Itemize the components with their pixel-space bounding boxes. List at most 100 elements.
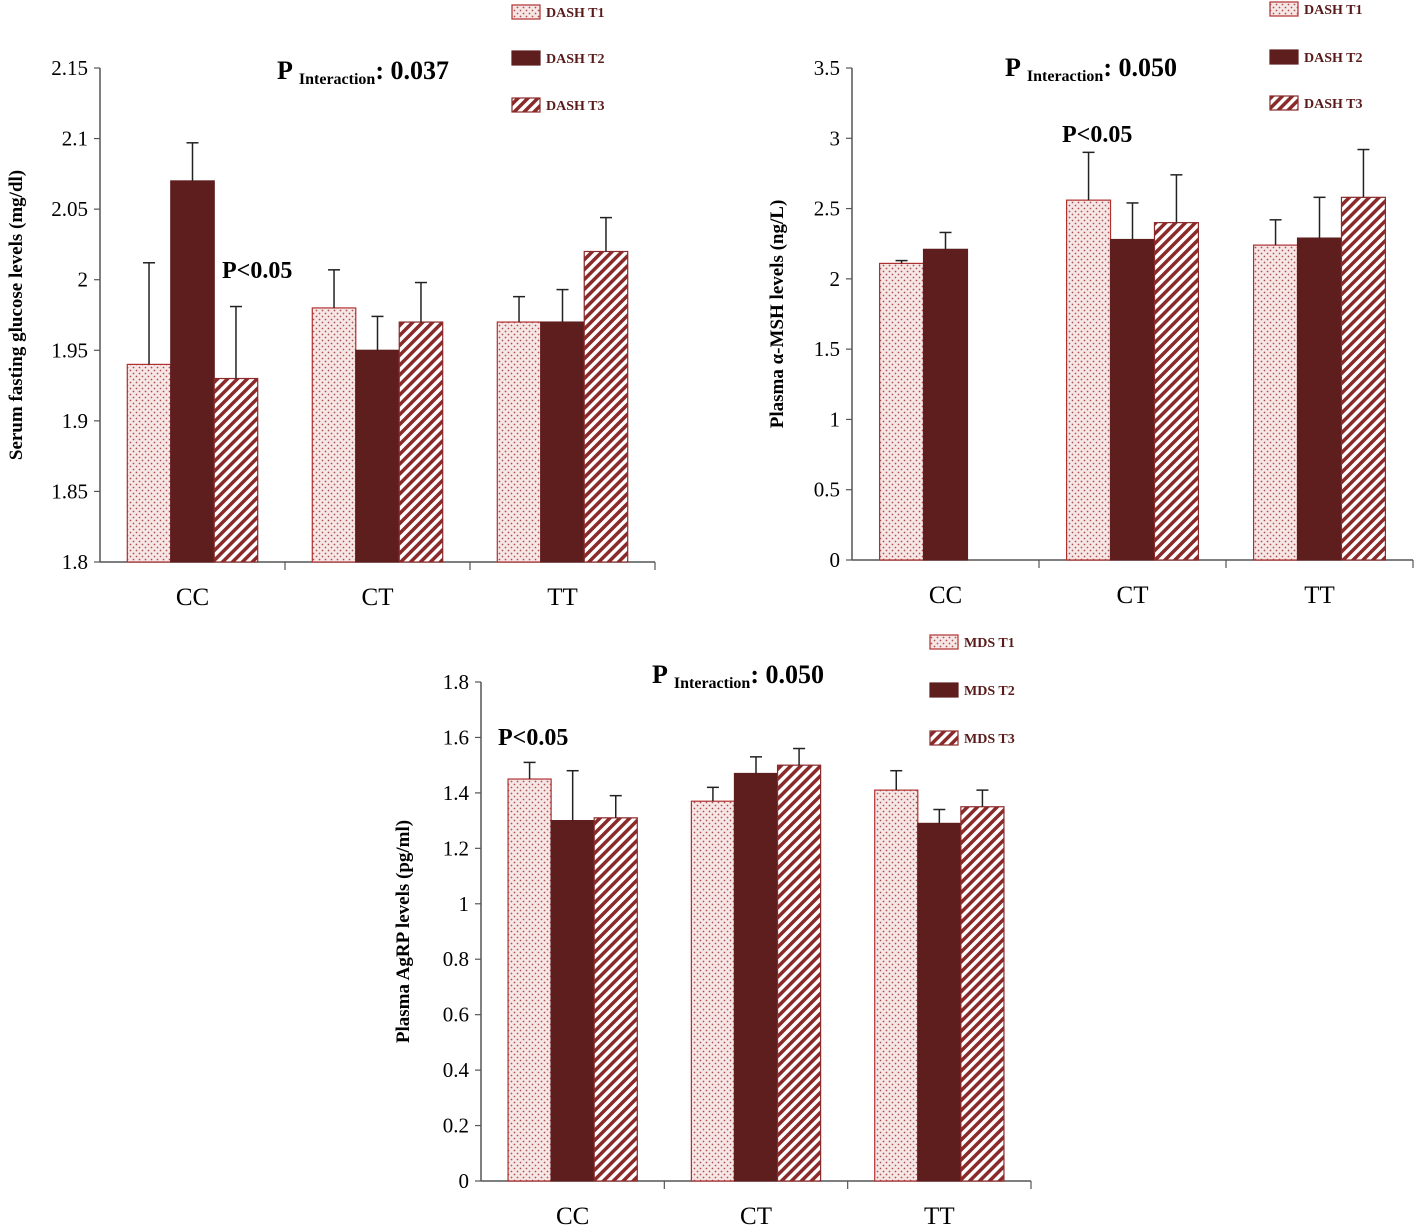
p-interaction-prefix: P <box>652 660 668 689</box>
y-tick-label: 1.9 <box>62 409 88 433</box>
bar-cc-t2 <box>550 820 595 1182</box>
y-tick-label: 1.5 <box>814 337 840 361</box>
legend-label-t2: DASH T2 <box>1304 51 1362 66</box>
legend-swatch-t2 <box>929 682 959 698</box>
x-category-label: TT <box>924 1203 955 1230</box>
p-interaction-prefix: P <box>1005 53 1021 82</box>
bar-tt-t2 <box>1296 237 1343 561</box>
significance-annotation: P<0.05 <box>222 258 292 284</box>
y-tick-label: 0.2 <box>443 1114 469 1138</box>
bar-tt-t2 <box>540 321 585 563</box>
bar-tt-t1 <box>874 789 919 1182</box>
y-tick-label: 2 <box>830 267 841 291</box>
y-tick-label: 2.5 <box>814 197 840 221</box>
legend-label-t2: MDS T2 <box>964 684 1015 699</box>
bar-ct-t1 <box>1065 199 1112 561</box>
p-interaction-sub: Interaction <box>1027 68 1104 85</box>
y-tick-label: 0.6 <box>443 1003 469 1027</box>
bar-tt-t3 <box>1340 196 1387 561</box>
y-tick-label: 0.4 <box>443 1058 470 1082</box>
p-interaction-value: : 0.050 <box>750 660 824 689</box>
significance-annotation: P<0.05 <box>1062 122 1132 148</box>
p-interaction-title: P Interaction: 0.050 <box>652 660 824 692</box>
bar-ct-t3 <box>776 764 822 1182</box>
p-interaction-title: P Interaction: 0.037 <box>277 56 449 88</box>
y-tick-label: 2 <box>78 268 89 292</box>
bar-ct-t3 <box>1153 222 1200 561</box>
bar-tt-t3 <box>583 250 629 563</box>
p-interaction-value: : 0.050 <box>1103 53 1177 82</box>
y-tick-label: 1.8 <box>62 550 88 574</box>
y-tick-label: 1.4 <box>443 781 470 805</box>
bar-cc-t2 <box>170 180 215 563</box>
p-interaction-title: P Interaction: 0.050 <box>1005 53 1177 85</box>
y-tick-label: 0.5 <box>814 478 840 502</box>
bar-cc-t1 <box>507 778 552 1182</box>
y-tick-label: 1 <box>830 407 841 431</box>
bar-tt-t2 <box>917 822 962 1182</box>
y-tick-label: 2.15 <box>51 56 88 80</box>
bar-cc-t3 <box>213 377 259 563</box>
legend-swatch-t3 <box>511 97 541 113</box>
legend-swatch-t3 <box>1269 95 1299 111</box>
bar-ct-t2 <box>733 772 779 1182</box>
y-axis-label: Serum fasting glucose levels (mg/dl) <box>6 170 27 460</box>
legend-label-t2: DASH T2 <box>546 52 604 67</box>
chart-3: 0 0.2 0.4 0.6 0.8 1 1.2 1.4 1.6 1.8 CC CT TT Plasma A… <box>393 634 1032 1230</box>
bar-ct-t2 <box>1109 238 1156 561</box>
y-tick-label: 2.1 <box>62 127 88 151</box>
legend-label-t1: DASH T1 <box>546 6 604 21</box>
legend-swatch-t2 <box>1269 49 1299 65</box>
legend-swatch-t1 <box>929 634 959 650</box>
x-category-label: TT <box>1304 582 1335 609</box>
y-tick-label: 1 <box>459 892 470 916</box>
legend-swatch-t2 <box>511 50 541 66</box>
x-category-label: TT <box>547 584 578 611</box>
bar-cc-t1 <box>878 262 925 561</box>
legend-label-t3: DASH T3 <box>1304 97 1362 112</box>
bar-tt-t1 <box>496 321 542 563</box>
bar-ct-t1 <box>311 307 357 563</box>
x-category-label: CC <box>556 1203 589 1230</box>
y-tick-label: 1.85 <box>51 479 88 503</box>
bar-cc-t2 <box>922 248 969 561</box>
legend-swatch-t1 <box>1269 1 1299 17</box>
chart-2: 0 0.5 1 1.5 2 2.5 3 3.5 CC CT TT Plasma α-MSH level… <box>767 1 1414 609</box>
x-category-label: CT <box>740 1203 772 1230</box>
bar-tt-t1 <box>1252 244 1299 561</box>
y-tick-label: 0 <box>830 548 841 572</box>
legend-label-t3: DASH T3 <box>546 99 604 114</box>
y-tick-label: 0 <box>459 1169 470 1193</box>
x-category-label: CC <box>929 582 962 609</box>
legend-label-t1: DASH T1 <box>1304 3 1362 18</box>
y-tick-label: 0.8 <box>443 947 469 971</box>
y-tick-label: 3 <box>830 126 841 150</box>
legend-swatch-t3 <box>929 730 959 746</box>
bar-ct-t3 <box>398 321 444 563</box>
p-interaction-sub: Interaction <box>299 71 376 88</box>
legend-swatch-t1 <box>511 4 541 20</box>
y-axis-label: Plasma AgRP levels (pg/ml) <box>393 820 414 1043</box>
y-tick-label: 1.8 <box>443 670 469 694</box>
bar-tt-t3 <box>960 806 1005 1182</box>
y-tick-label: 2.05 <box>51 197 88 221</box>
bar-cc-t1 <box>126 363 172 563</box>
p-interaction-prefix: P <box>277 56 293 85</box>
x-category-label: CC <box>176 584 209 611</box>
bar-cc-t3 <box>593 817 638 1182</box>
significance-annotation: P<0.05 <box>498 725 568 751</box>
x-category-label: CT <box>362 584 394 611</box>
y-tick-label: 1.6 <box>443 725 469 749</box>
p-interaction-sub: Interaction <box>674 675 751 692</box>
x-category-label: CT <box>1117 582 1149 609</box>
bar-ct-t1 <box>690 800 736 1182</box>
legend-label-t3: MDS T3 <box>964 732 1015 747</box>
y-tick-label: 3.5 <box>814 56 840 80</box>
p-interaction-value: : 0.037 <box>375 56 449 85</box>
legend-label-t1: MDS T1 <box>964 636 1015 651</box>
y-axis-label: Plasma α-MSH levels (ng/L) <box>767 200 788 429</box>
chart-1: 1.8 1.85 1.9 1.95 2 2.05 2.1 2.15 CC CT TT Serum fa… <box>6 4 656 611</box>
bar-ct-t2 <box>355 349 400 563</box>
